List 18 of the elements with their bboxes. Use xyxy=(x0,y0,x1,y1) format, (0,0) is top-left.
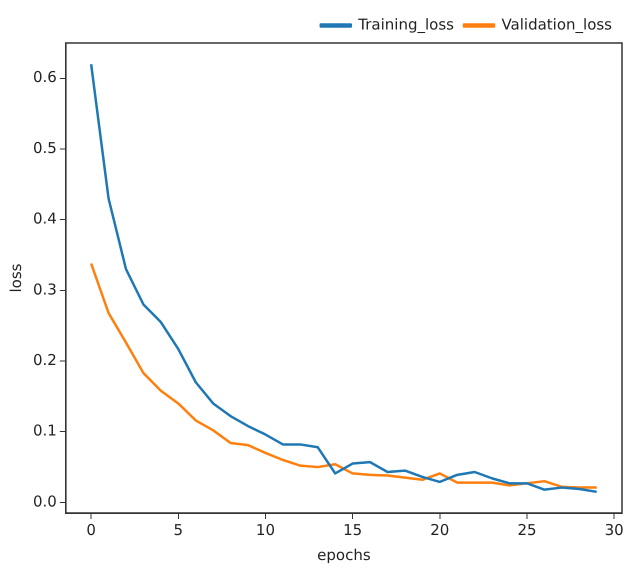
y-tick-label: 0.4 xyxy=(32,210,57,228)
x-tick-label: 5 xyxy=(174,520,184,539)
x-tick-label: 0 xyxy=(86,520,96,539)
legend-label: Training_loss xyxy=(357,15,454,34)
y-tick-label: 0.0 xyxy=(32,492,57,510)
y-tick-label: 0.5 xyxy=(32,138,57,157)
x-tick-label: 25 xyxy=(517,520,537,539)
x-axis-title: epochs xyxy=(317,546,371,564)
y-tick-label: 0.1 xyxy=(32,422,57,440)
x-tick-label: 10 xyxy=(256,520,276,539)
y-tick-label: 0.2 xyxy=(32,350,57,369)
legend-label: Validation_loss xyxy=(501,15,612,34)
y-axis-title: loss xyxy=(6,263,25,292)
x-tick-label: 15 xyxy=(343,520,362,539)
x-tick-label: 20 xyxy=(430,520,450,539)
x-tick-label: 30 xyxy=(604,520,624,539)
y-tick-label: 0.6 xyxy=(32,68,57,86)
y-tick-label: 0.3 xyxy=(32,280,57,298)
